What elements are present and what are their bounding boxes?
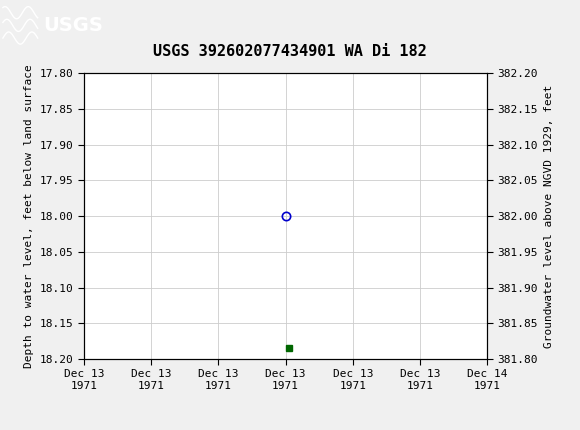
Y-axis label: Groundwater level above NGVD 1929, feet: Groundwater level above NGVD 1929, feet <box>543 84 554 348</box>
Text: USGS 392602077434901 WA Di 182: USGS 392602077434901 WA Di 182 <box>153 44 427 59</box>
Text: USGS: USGS <box>44 16 103 35</box>
Y-axis label: Depth to water level, feet below land surface: Depth to water level, feet below land su… <box>24 64 34 368</box>
